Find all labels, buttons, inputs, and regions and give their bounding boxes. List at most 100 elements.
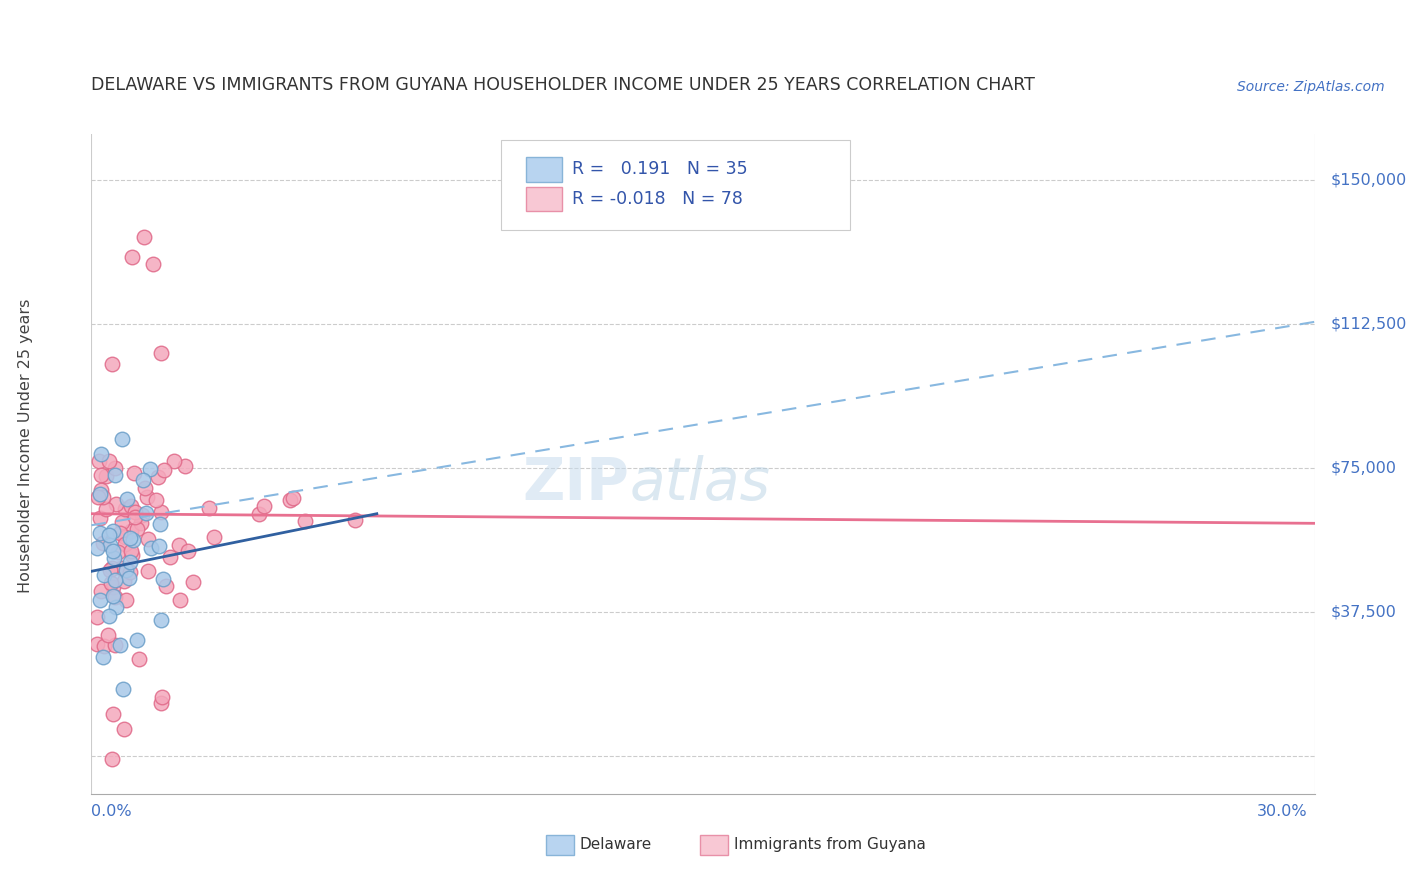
Text: 30.0%: 30.0%	[1257, 805, 1308, 819]
Point	[114, 537, 136, 551]
Point	[115, 492, 138, 507]
Text: Delaware: Delaware	[579, 838, 651, 852]
Point	[101, 561, 124, 575]
Point	[136, 532, 159, 546]
Point	[118, 565, 141, 579]
Point	[138, 462, 160, 476]
FancyBboxPatch shape	[501, 140, 849, 229]
Point	[89, 525, 111, 540]
Point	[136, 564, 159, 578]
Text: Immigrants from Guyana: Immigrants from Guyana	[734, 838, 925, 852]
Point	[87, 490, 110, 504]
Point	[90, 468, 112, 483]
Point	[89, 487, 111, 501]
Point	[134, 230, 156, 244]
Point	[198, 501, 221, 516]
Point	[128, 651, 150, 665]
Point	[120, 544, 142, 558]
Point	[86, 541, 108, 555]
Point	[127, 633, 149, 648]
Text: $75,000: $75,000	[1331, 460, 1398, 475]
Point	[114, 530, 136, 544]
Point	[145, 493, 167, 508]
Text: Householder Income Under 25 years: Householder Income Under 25 years	[18, 299, 32, 593]
Point	[112, 723, 135, 737]
Point	[91, 650, 114, 665]
Point	[177, 544, 200, 558]
Point	[93, 568, 115, 582]
Point	[104, 638, 127, 652]
Point	[122, 466, 145, 480]
Point	[121, 250, 143, 264]
Point	[96, 501, 118, 516]
Text: atlas: atlas	[630, 455, 770, 512]
Text: $112,500: $112,500	[1331, 317, 1406, 331]
Point	[98, 527, 121, 541]
Point	[93, 639, 115, 653]
Point	[129, 516, 152, 530]
Point	[96, 628, 118, 642]
Point	[136, 490, 159, 504]
Point	[278, 493, 301, 508]
Point	[101, 589, 124, 603]
Text: 0.0%: 0.0%	[91, 805, 132, 819]
Point	[86, 636, 108, 650]
Point	[91, 490, 114, 504]
Point	[131, 473, 153, 487]
Point	[98, 538, 121, 552]
Point	[104, 573, 127, 587]
Point	[152, 572, 174, 586]
Point	[112, 574, 135, 589]
Point	[104, 468, 127, 483]
Point	[89, 511, 111, 525]
Bar	[526, 157, 562, 182]
Point	[115, 593, 138, 607]
Point	[150, 613, 173, 627]
Point	[149, 516, 172, 531]
Point	[105, 497, 128, 511]
Point	[97, 609, 120, 624]
Point	[101, 752, 124, 766]
Point	[281, 491, 304, 505]
Point	[118, 571, 141, 585]
Point	[120, 499, 142, 513]
Point	[131, 508, 153, 522]
Bar	[526, 187, 562, 211]
Point	[111, 432, 134, 446]
Point	[91, 536, 114, 550]
Point	[89, 453, 111, 467]
Point	[110, 561, 132, 575]
Point	[103, 524, 125, 539]
Point	[253, 499, 276, 513]
Text: ZIP: ZIP	[523, 455, 630, 512]
Point	[141, 257, 163, 271]
Point	[101, 580, 124, 594]
Point	[103, 550, 125, 565]
Point	[163, 454, 186, 468]
Point	[104, 600, 127, 615]
Point	[148, 540, 170, 554]
Point	[104, 590, 127, 604]
Point	[124, 509, 146, 524]
Point	[89, 593, 111, 607]
Text: $37,500: $37,500	[1331, 604, 1396, 619]
Point	[169, 593, 191, 607]
Point	[125, 522, 148, 536]
Point	[108, 638, 131, 652]
Point	[247, 507, 270, 521]
Point	[124, 505, 146, 519]
Point	[96, 468, 118, 483]
Point	[134, 481, 156, 495]
Point	[120, 531, 142, 545]
Point	[150, 690, 173, 704]
Point	[121, 549, 143, 563]
Point	[141, 541, 163, 556]
Point	[90, 483, 112, 498]
Point	[100, 575, 122, 590]
Point	[107, 545, 129, 559]
Point	[181, 575, 204, 590]
Point	[155, 579, 177, 593]
Text: R = -0.018   N = 78: R = -0.018 N = 78	[572, 190, 742, 208]
Point	[90, 447, 112, 461]
Point	[159, 549, 181, 564]
